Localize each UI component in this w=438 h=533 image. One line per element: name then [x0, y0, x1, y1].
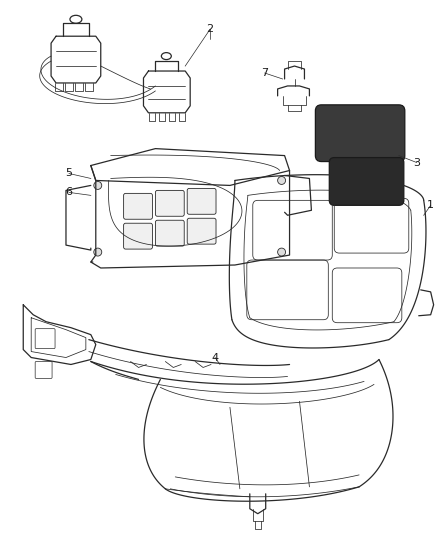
- Text: 7: 7: [261, 68, 268, 78]
- Text: 3: 3: [413, 158, 420, 167]
- Text: 6: 6: [65, 188, 72, 197]
- Circle shape: [278, 176, 286, 184]
- Circle shape: [94, 181, 102, 189]
- Text: 5: 5: [65, 168, 72, 179]
- FancyBboxPatch shape: [155, 220, 184, 246]
- Text: 2: 2: [206, 24, 214, 34]
- FancyBboxPatch shape: [124, 193, 152, 219]
- Text: 1: 1: [427, 200, 434, 211]
- FancyBboxPatch shape: [187, 218, 216, 244]
- FancyBboxPatch shape: [315, 105, 405, 161]
- FancyBboxPatch shape: [187, 188, 216, 214]
- FancyBboxPatch shape: [124, 223, 152, 249]
- Circle shape: [94, 248, 102, 256]
- FancyBboxPatch shape: [155, 190, 184, 216]
- FancyBboxPatch shape: [329, 158, 404, 205]
- Circle shape: [278, 248, 286, 256]
- Text: 4: 4: [212, 352, 219, 362]
